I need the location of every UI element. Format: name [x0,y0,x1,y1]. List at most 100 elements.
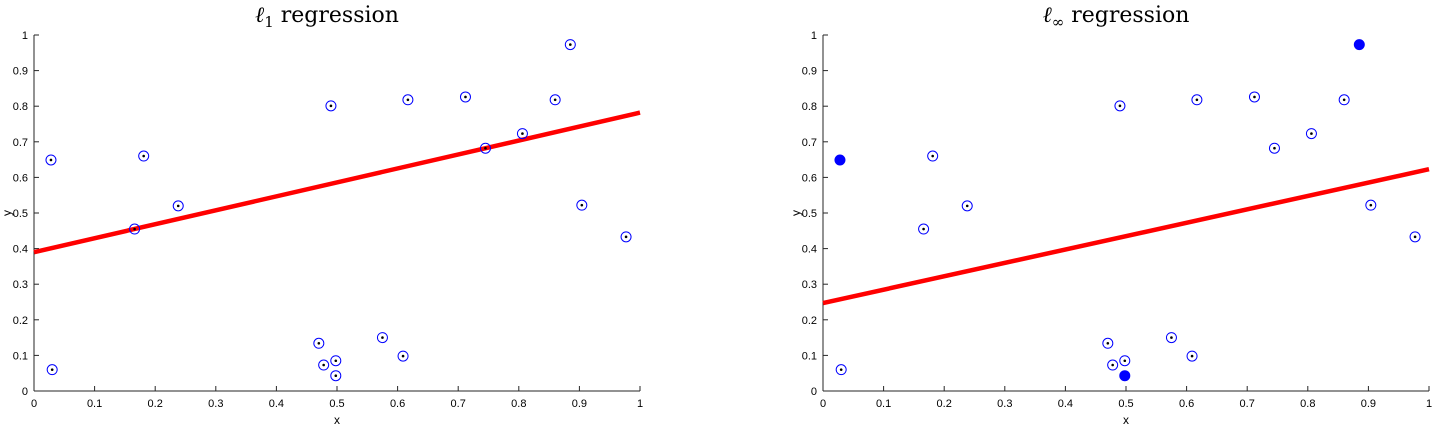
data-point-ring [138,150,150,162]
data-point [576,199,588,211]
data-point-ring [330,370,342,382]
y-tick-label: 0.7 [13,137,28,149]
data-point-ring [1186,350,1198,362]
y-tick-label: 0.8 [802,101,817,113]
data-point-ring [918,223,930,235]
data-point-ring [172,200,184,212]
data-point [1305,128,1317,140]
x-tick-label: 0.6 [390,398,405,410]
data-point-dot [839,368,843,371]
title-ell: ℓ [1043,3,1053,28]
data-point-ring [313,337,325,349]
regression-line [822,167,1430,306]
data-point-dot [1170,336,1173,339]
x-tick-label: 0 [31,398,37,410]
data-point-ring [402,94,414,106]
y-tick-label: 0.4 [13,244,28,256]
x-tick-label: 0.7 [1240,398,1255,410]
data-point-ring [376,332,388,344]
data-point [479,142,491,154]
data-point-dot [317,341,321,345]
data-point [1107,359,1119,371]
x-tick-label: 0.1 [876,398,891,410]
active-data-point [1119,370,1131,382]
data-point-ring [1248,91,1260,103]
data-point-dot [1310,132,1313,135]
data-point-dot [133,227,136,231]
data-point-dot [1195,98,1199,102]
data-point [1114,100,1126,112]
data-point-dot [931,154,934,158]
data-point-dot [1190,354,1194,358]
x-tick-label: 1 [637,398,643,410]
y-tick-label: 0.6 [13,172,28,184]
data-point [330,355,342,367]
data-point [961,200,973,212]
x-axis-label: x [1123,413,1129,427]
y-tick-label: 0.1 [802,350,817,362]
data-point [459,91,471,103]
data-point [835,364,847,376]
data-point-dot [1369,203,1373,207]
data-point [1365,199,1377,211]
x-tick-label: 0.3 [997,398,1012,410]
x-tick-label: 0.1 [87,398,102,410]
data-point-ring [1365,199,1377,211]
data-point [172,200,184,212]
x-tick-label: 0 [820,398,826,410]
data-point-ring [397,350,409,362]
data-point [1102,337,1114,349]
x-tick-label: 0.8 [1300,398,1315,410]
y-tick-label: 0.2 [802,315,817,327]
data-point-ring [1268,142,1280,154]
data-point-dot [401,354,405,358]
y-tick-label: 0.3 [802,279,817,291]
y-tick-label: 0.9 [13,66,28,78]
data-point [313,337,325,349]
data-point-ring [330,355,342,367]
y-tick-label: 0.9 [802,66,817,78]
data-point [516,128,528,140]
title-suffix: regression [274,3,399,28]
linf-regression-chart: ℓ∞ regression 0 0.1 0.2 0.3 0.4 0.5 0.6 0.7 0.8 0.… [789,3,1432,427]
y-tick-label: 0.8 [13,101,28,113]
data-point-ring [1114,100,1126,112]
title-suffix: regression [1064,3,1189,28]
y-tick-label: 0 [811,386,817,398]
y-tick-label: 0 [22,386,28,398]
data-point [564,39,576,51]
data-point-ring [564,39,576,51]
l1-regression-chart: ℓ1 regression 0 0.1 0.2 0.3 0.4 0.5 0.6 0.7 0.8 0.… [0,3,643,427]
data-point-dot [1342,98,1346,102]
active-data-point [834,154,846,166]
data-point-ring [961,200,973,212]
data-point-dot [1111,363,1114,367]
data-point [46,364,58,376]
data-point-ring [620,231,632,243]
x-tick-label: 0.9 [572,398,587,410]
data-point [549,94,561,106]
data-point-ring [1338,94,1350,106]
data-point [397,350,409,362]
data-point [927,150,939,162]
y-tick-label: 0.5 [13,208,28,220]
x-tick-label: 0.6 [1179,398,1194,410]
data-point-ring [129,223,141,235]
y-tick-label: 0.1 [13,350,28,362]
data-point-dot [1273,146,1276,150]
data-point [1248,91,1260,103]
data-point-dot [322,363,325,367]
y-axis-label: y [0,210,14,216]
y-tick-label: 0.4 [802,244,817,256]
data-point-ring [835,364,847,376]
title-subscript: ∞ [1052,13,1065,31]
data-point-dot [1413,235,1417,239]
data-point [138,150,150,162]
x-tick-label: 0.2 [148,398,163,410]
data-point-ring [1102,337,1114,349]
x-tick-label: 0.5 [1118,398,1133,410]
data-point-ring [46,364,58,376]
chart-title: ℓ1 regression [255,3,399,31]
x-tick-label: 0.3 [208,398,223,410]
